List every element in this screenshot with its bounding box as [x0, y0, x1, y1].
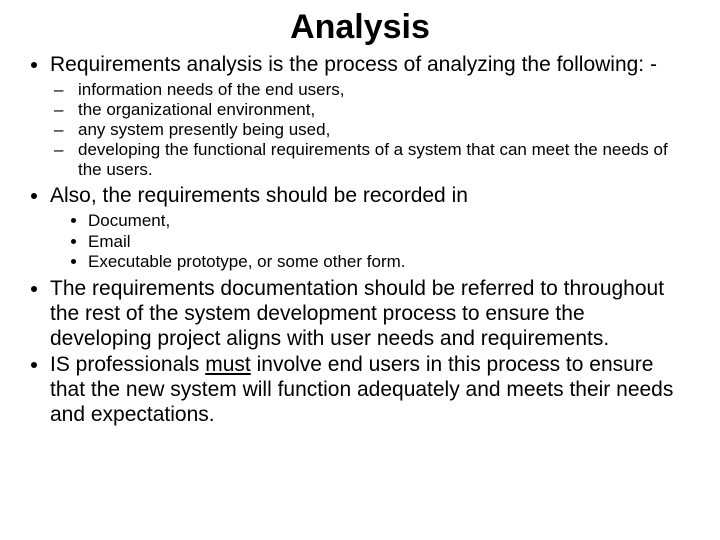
sub-item: developing the functional requirements o… [78, 140, 692, 180]
slide-container: Analysis Requirements analysis is the pr… [0, 0, 720, 440]
sub-item: Document, [88, 211, 692, 232]
sub-item: any system presently being used, [78, 120, 692, 140]
bullet-4: IS professionals must involve end users … [50, 353, 692, 427]
sub-item: Executable prototype, or some other form… [88, 252, 692, 273]
bullet-2-sublist: Document, Email Executable prototype, or… [50, 211, 692, 273]
bullet-list-level1: Requirements analysis is the process of … [28, 53, 692, 428]
bullet-4-underlined: must [205, 353, 251, 376]
bullet-1: Requirements analysis is the process of … [50, 53, 692, 180]
bullet-2-text: Also, the requirements should be recorde… [50, 184, 468, 207]
sub-item: the organizational environment, [78, 100, 692, 120]
sub-item: Email [88, 232, 692, 253]
bullet-1-sublist: information needs of the end users, the … [50, 80, 692, 180]
bullet-4-pre: IS professionals [50, 353, 205, 376]
sub-item: information needs of the end users, [78, 80, 692, 100]
bullet-3: The requirements documentation should be… [50, 277, 692, 351]
bullet-2: Also, the requirements should be recorde… [50, 184, 692, 273]
slide-title: Analysis [28, 8, 692, 47]
bullet-1-text: Requirements analysis is the process of … [50, 53, 657, 76]
